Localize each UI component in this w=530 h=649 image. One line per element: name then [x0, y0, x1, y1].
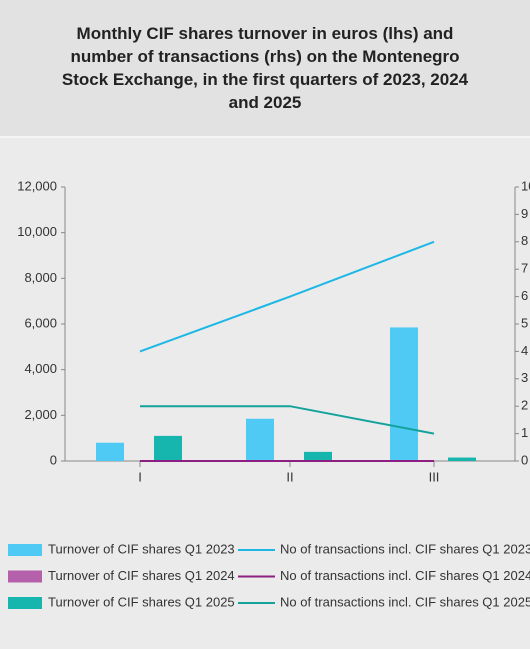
line [140, 405, 435, 435]
y2-tick-label: 6 [521, 288, 528, 303]
bar [154, 435, 182, 461]
y2-tick-label: 5 [521, 315, 528, 330]
chart-title: Monthly CIF shares turnover in euros (lh… [61, 24, 469, 112]
y2-tick-label: 4 [521, 343, 528, 358]
y-tick-label: 2,000 [24, 407, 57, 422]
y-tick-label: 10,000 [17, 224, 57, 239]
legend-label: No of transactions incl. CIF shares Q1 2… [280, 541, 530, 556]
y2-tick-label: 8 [521, 233, 528, 248]
legend-swatch [8, 570, 42, 583]
legend-label: Turnover of CIF shares Q1 2024 [48, 568, 235, 583]
bar [96, 442, 124, 461]
legend-label: Turnover of CIF shares Q1 2023 [48, 541, 235, 556]
x-tick-label: I [138, 469, 142, 484]
bar [448, 457, 476, 461]
y2-tick-label: 10 [521, 178, 530, 193]
bar [390, 327, 418, 461]
x-tick-label: III [429, 469, 440, 484]
title-box: Monthly CIF shares turnover in euros (lh… [0, 0, 530, 138]
y2-tick-label: 0 [521, 452, 528, 467]
y-tick-label: 6,000 [24, 315, 57, 330]
legend-label: Turnover of CIF shares Q1 2025 [48, 594, 235, 609]
y-tick-label: 12,000 [17, 178, 57, 193]
y2-tick-label: 3 [521, 370, 528, 385]
bar [304, 451, 332, 461]
y2-tick-label: 7 [521, 261, 528, 276]
legend-swatch [8, 597, 42, 609]
y-tick-label: 0 [50, 452, 57, 467]
y-tick-label: 4,000 [24, 361, 57, 376]
y2-tick-label: 2 [521, 398, 528, 413]
legend-swatch [8, 544, 42, 556]
legend-label: No of transactions incl. CIF shares Q1 2… [280, 594, 530, 609]
y2-tick-label: 9 [521, 206, 528, 221]
bar [246, 418, 274, 461]
x-tick-label: II [286, 469, 293, 484]
y2-tick-label: 1 [521, 425, 528, 440]
y-tick-label: 8,000 [24, 270, 57, 285]
line [139, 240, 435, 353]
legend-label: No of transactions incl. CIF shares Q1 2… [280, 568, 530, 583]
